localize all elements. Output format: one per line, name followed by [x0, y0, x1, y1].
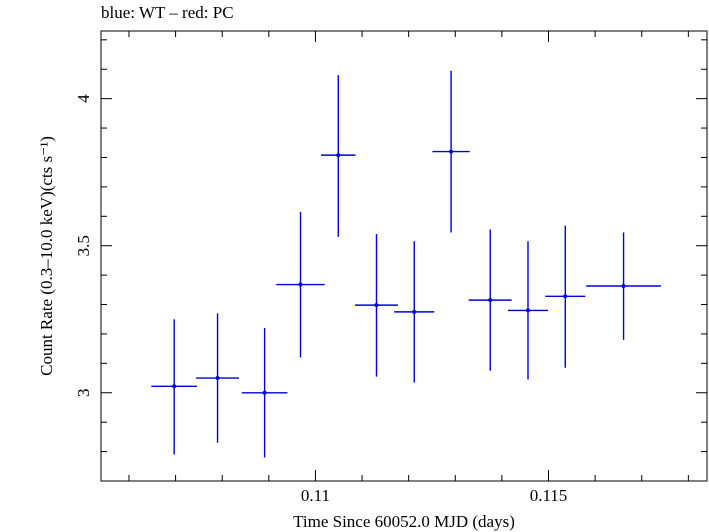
y-axis-label: Count Rate (0.3–10.0 keV)(cts s⁻¹)	[37, 136, 56, 376]
point-marker	[412, 309, 417, 314]
point-marker	[449, 149, 454, 154]
data-points	[151, 70, 661, 458]
point-marker	[172, 384, 177, 389]
point-marker	[525, 308, 530, 313]
data-point	[241, 328, 288, 458]
point-marker	[336, 153, 341, 158]
point-marker	[488, 298, 493, 303]
data-point	[432, 70, 470, 233]
chart-subtitle: blue: WT – red: PC	[101, 3, 234, 22]
point-marker	[262, 390, 267, 395]
data-point	[394, 241, 435, 383]
point-marker	[298, 282, 303, 287]
y-tick-label: 4	[74, 94, 93, 103]
axis-ticks: 0.11 0.115 3 3.5 4	[74, 31, 707, 505]
data-point	[321, 75, 356, 237]
data-point	[355, 233, 398, 377]
plot-frame	[100, 30, 708, 482]
data-point	[151, 319, 198, 455]
data-point	[586, 232, 661, 340]
data-point	[507, 241, 549, 380]
data-point	[276, 211, 325, 358]
data-point	[196, 313, 239, 443]
x-axis-label: Time Since 60052.0 MJD (days)	[293, 512, 515, 531]
y-tick-label: 3	[74, 389, 93, 398]
x-tick-label: 0.115	[530, 486, 568, 505]
point-marker	[563, 294, 568, 299]
point-marker	[215, 376, 220, 381]
point-marker	[621, 284, 626, 288]
point-marker	[374, 303, 379, 308]
y-tick-label: 3.5	[74, 235, 93, 256]
x-tick-label: 0.11	[301, 486, 330, 505]
data-point	[545, 225, 586, 368]
data-point	[468, 229, 512, 371]
